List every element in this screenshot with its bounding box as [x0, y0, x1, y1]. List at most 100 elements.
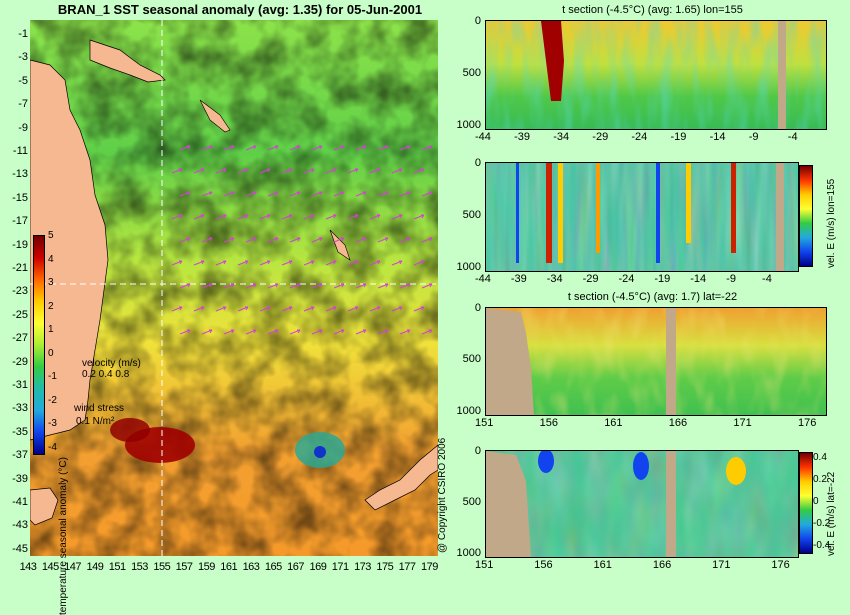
- panel-1-title: t section (-4.5°C) (avg: 1.65) lon=155: [562, 4, 743, 16]
- wind-arrow: [237, 306, 249, 312]
- panel-x-tick: -19: [670, 131, 687, 143]
- wind-arrow: [223, 329, 235, 335]
- panel-x-tick: 151: [475, 417, 494, 429]
- map-y-tick: -37: [12, 449, 28, 462]
- wind-arrow: [399, 237, 411, 243]
- panel-3-title: t section (-4.5°C) (avg: 1.7) lat=-22: [567, 291, 738, 303]
- wind-arrow: [259, 260, 271, 266]
- map-x-tick: 169: [309, 561, 327, 573]
- wind-arrow: [171, 168, 183, 174]
- colorbar-tick: -1: [48, 371, 57, 382]
- map-x-tick: 161: [220, 561, 238, 573]
- wind-arrow: [237, 168, 249, 174]
- panel-x-tick: 151: [475, 559, 494, 571]
- map-x-tick: 151: [108, 561, 126, 573]
- panel-y-tick: 1000: [456, 118, 481, 131]
- panel-y-tick: 0: [474, 302, 481, 314]
- panel-y-tick: 0: [474, 445, 481, 457]
- panel-x-tick: -14: [690, 273, 707, 285]
- wind-arrow: [347, 260, 359, 266]
- wind-arrow: [245, 145, 257, 151]
- temperature-colorbar: 5 4 3 2 1 0 -1 -2 -3 -4: [30, 231, 90, 455]
- wind-arrow: [391, 168, 403, 174]
- panel-y-tick: 0: [474, 15, 481, 27]
- wind-arrow: [377, 237, 389, 243]
- wind-arrow: [377, 283, 389, 289]
- wind-arrow: [223, 191, 235, 197]
- wind-arrow: [413, 168, 425, 174]
- map-x-tick: 143: [19, 561, 37, 573]
- map-y-tick: -17: [12, 215, 28, 228]
- wind-arrow: [369, 214, 381, 220]
- map-x-tick: 175: [376, 561, 394, 573]
- map-x-axis: 143 145 147 149 151 153 155 157 159 161 163 165 167 1…: [0, 558, 445, 578]
- colorbar-tick: -3: [48, 418, 57, 429]
- map-y-tick: -7: [18, 98, 28, 111]
- wind-arrow: [281, 260, 293, 266]
- wind-arrow: [193, 168, 205, 174]
- wind-arrow: [215, 168, 227, 174]
- map-x-tick: 157: [175, 561, 193, 573]
- map-y-tick: -39: [12, 472, 28, 485]
- panel-y-tick: 500: [462, 353, 481, 366]
- wind-arrow: [377, 191, 389, 197]
- wind-arrow: [413, 260, 425, 266]
- section-panel-lat22-temp[interactable]: [485, 307, 827, 416]
- map-x-tick: 149: [86, 561, 104, 573]
- wind-arrow: [267, 329, 279, 335]
- wind-arrow: [179, 145, 191, 151]
- panel-y-tick: 1000: [456, 404, 481, 417]
- velocity-colorbar-1: [799, 165, 813, 267]
- wind-arrow: [421, 191, 433, 197]
- wind-arrow: [399, 191, 411, 197]
- panel-y-tick: 1000: [456, 546, 481, 559]
- velocity-colorbar-tick: 0: [813, 496, 819, 507]
- wind-arrow: [259, 214, 271, 220]
- map-x-tick: 179: [420, 561, 438, 573]
- colorbar-tick: 4: [48, 253, 54, 265]
- panel-x-tick: -9: [726, 273, 736, 285]
- velocity-colorbar-tick: -0.4: [813, 540, 831, 551]
- wind-arrow: [399, 329, 411, 335]
- wind-arrow: [201, 191, 213, 197]
- wind-arrow: [325, 260, 337, 266]
- wind-arrow: [421, 237, 433, 243]
- map-y-tick: -9: [18, 121, 28, 134]
- wind-arrow: [171, 214, 183, 220]
- wind-arrow: [245, 283, 257, 289]
- sst-anomaly-map[interactable]: [30, 20, 438, 556]
- map-y-tick: -31: [12, 379, 28, 391]
- wind-arrow: [281, 214, 293, 220]
- wind-arrow: [303, 306, 315, 312]
- map-y-tick: -43: [12, 519, 28, 532]
- panel-x-tick: -44: [475, 273, 491, 285]
- section-panel-lon155-temp[interactable]: [485, 20, 827, 130]
- panel-y-tick: 1000: [456, 260, 481, 273]
- wind-arrow: [245, 237, 257, 243]
- wind-arrow: [201, 329, 213, 335]
- panel-x-tick: 171: [733, 417, 752, 429]
- section-panel-lat22-velocity[interactable]: [485, 450, 799, 558]
- velocity-legend-label: velocity (m/s): [82, 358, 141, 369]
- wind-arrow: [171, 306, 183, 312]
- panel-x-tick: -4: [787, 131, 798, 143]
- wind-arrow: [223, 237, 235, 243]
- panel-x-tick: -19: [654, 273, 671, 285]
- land-australia: [30, 59, 109, 441]
- wind-arrow: [421, 283, 433, 289]
- wind-arrow: [215, 214, 227, 220]
- panel-x-tick: 176: [798, 417, 817, 429]
- wind-legend-scale: 0.1 N/m²: [76, 416, 115, 427]
- map-x-tick: 165: [264, 561, 282, 573]
- wind-arrow: [201, 283, 213, 289]
- wind-arrow: [223, 283, 235, 289]
- wind-arrow: [399, 283, 411, 289]
- wind-arrow: [215, 260, 227, 266]
- map-y-tick: -41: [12, 496, 28, 508]
- map-x-tick: 159: [197, 561, 215, 573]
- wind-arrow: [303, 214, 315, 220]
- wind-arrow: [193, 306, 205, 312]
- wind-arrow: [421, 145, 433, 151]
- wind-arrow: [355, 283, 367, 289]
- section-panel-lon155-velocity[interactable]: [485, 162, 799, 272]
